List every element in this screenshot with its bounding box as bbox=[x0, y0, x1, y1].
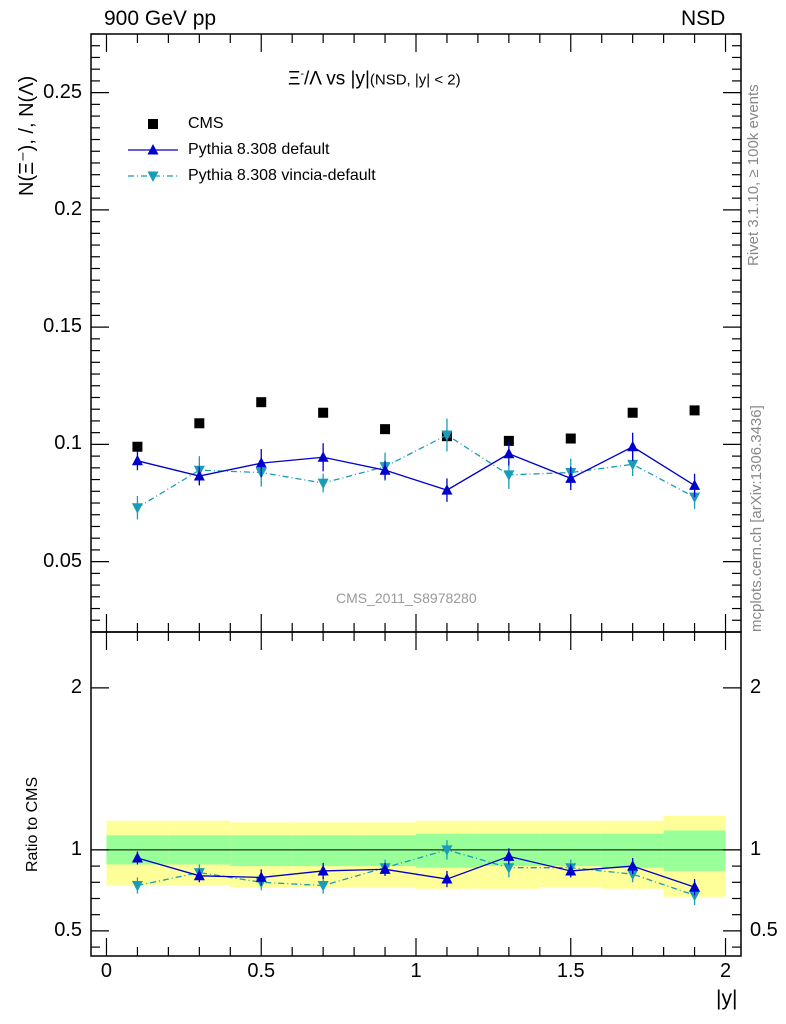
cms-point-3 bbox=[318, 407, 329, 418]
default-point-6 bbox=[503, 447, 515, 459]
legend-default-label: Pythia 8.308 default bbox=[188, 141, 330, 158]
xtick-label-3: 1.5 bbox=[556, 960, 585, 982]
plot-title: Ξ-/Λ vs |y|(NSD, |y| < 2) bbox=[288, 68, 461, 90]
cms-point-0 bbox=[132, 441, 143, 452]
default-point-5 bbox=[441, 484, 453, 495]
default-point-8 bbox=[627, 440, 639, 452]
band-inner-2 bbox=[230, 835, 293, 867]
ratio-default-point-6 bbox=[503, 850, 515, 861]
axis-ticks bbox=[91, 33, 741, 956]
vincia-point-9 bbox=[689, 492, 701, 504]
title-rest: /Λ vs |y| bbox=[304, 68, 370, 90]
default-point-0 bbox=[131, 454, 143, 466]
ratio-vincia-point-6 bbox=[503, 863, 515, 874]
ratio-default-point-9 bbox=[689, 881, 701, 892]
main-series-layer bbox=[131, 397, 701, 520]
energy-label: 900 GeV pp bbox=[104, 7, 217, 30]
analysis-id-label: CMS_2011_S8978280 bbox=[336, 590, 477, 606]
cms-point-8 bbox=[627, 407, 638, 418]
cms-point-6 bbox=[503, 435, 514, 446]
band-inner-3 bbox=[292, 835, 355, 867]
xtick-label-1: 0.5 bbox=[247, 960, 276, 982]
xtick-label-4: 2 bbox=[719, 960, 732, 982]
ratio-ytick-label-right-2: 2 bbox=[750, 675, 762, 698]
cms-point-1 bbox=[194, 418, 205, 429]
ratio-ytick-label-right-1: 1 bbox=[750, 837, 762, 860]
title-sub: (NSD, |y| < 2) bbox=[369, 71, 461, 89]
main-ytick-label-0: 0.05 bbox=[43, 549, 82, 572]
ratio-frame bbox=[90, 631, 742, 957]
default-point-9 bbox=[689, 479, 701, 490]
vincia-point-0 bbox=[131, 503, 143, 514]
legend-vincia-label: Pythia 8.308 vincia-default bbox=[188, 167, 376, 184]
ratio-ytick-label-left-1: 1 bbox=[70, 837, 82, 860]
ratio-ytick-label-right-0: 0.5 bbox=[750, 918, 778, 941]
legend-cms-label: CMS bbox=[188, 115, 224, 132]
legend-vincia-marker bbox=[147, 171, 159, 182]
vincia-point-6 bbox=[503, 470, 515, 481]
ratio-vincia-point-3 bbox=[317, 881, 329, 892]
ratio-vincia-line bbox=[137, 849, 695, 896]
vincia-point-8 bbox=[627, 459, 639, 471]
title-xi: Ξ bbox=[288, 68, 301, 90]
ratio-ytick-label-left-0: 0.5 bbox=[54, 918, 82, 941]
vincia-point-3 bbox=[317, 478, 329, 490]
main-ytick-label-4: 0.25 bbox=[43, 80, 82, 103]
ratio-uncertainty-bands bbox=[106, 815, 726, 897]
ratio-default-point-1 bbox=[193, 869, 205, 881]
default-point-7 bbox=[565, 472, 577, 483]
main-y-axis-label: N(Ξ⁻), /, N(Λ) bbox=[16, 75, 38, 196]
cms-point-9 bbox=[689, 405, 700, 416]
default-point-4 bbox=[379, 464, 391, 475]
ratio-y-axis-label: Ratio to CMS bbox=[24, 776, 41, 872]
x-axis-label: |y| bbox=[716, 987, 738, 1010]
default-line bbox=[137, 445, 695, 491]
mcplots-label: mcplots.cern.ch [arXiv:1306.3436] bbox=[748, 405, 765, 632]
ratio-default-point-7 bbox=[565, 864, 577, 876]
default-point-1 bbox=[193, 470, 205, 481]
band-inner-9 bbox=[663, 830, 726, 871]
ratio-default-point-0 bbox=[131, 851, 143, 863]
main-ytick-label-3: 0.2 bbox=[54, 197, 82, 220]
default-point-2 bbox=[255, 457, 267, 468]
ratio-vincia-point-5 bbox=[441, 845, 453, 856]
default-point-3 bbox=[317, 451, 329, 462]
cms-point-2 bbox=[256, 397, 267, 408]
ratio-default-point-2 bbox=[255, 871, 267, 882]
legend-default-marker bbox=[147, 144, 159, 155]
ratio-default-point-5 bbox=[441, 873, 453, 884]
xtick-label-0: 0 bbox=[100, 960, 113, 982]
main-ytick-label-2: 0.15 bbox=[43, 315, 82, 338]
xtick-label-2: 1 bbox=[410, 960, 422, 982]
ratio-vincia-point-0 bbox=[131, 881, 143, 892]
process-label: NSD bbox=[681, 7, 726, 30]
rivet-version-label: Rivet 3.1.10, ≥ 100k events bbox=[745, 84, 762, 266]
legend-markers bbox=[128, 119, 178, 182]
ratio-default-point-4 bbox=[379, 863, 391, 874]
ratio-default-line bbox=[137, 855, 695, 888]
cms-point-4 bbox=[380, 424, 391, 435]
title-xi-charge: - bbox=[300, 68, 305, 80]
cms-point-7 bbox=[565, 433, 576, 444]
ratio-series-layer bbox=[131, 840, 701, 905]
ratio-vincia-point-9 bbox=[689, 890, 701, 902]
vincia-point-5 bbox=[441, 430, 453, 442]
main-ytick-label-1: 0.1 bbox=[54, 432, 82, 455]
legend-cms-marker bbox=[148, 119, 158, 129]
ratio-ytick-label-left-2: 2 bbox=[70, 675, 82, 698]
vincia-line bbox=[137, 434, 695, 509]
ratio-default-point-8 bbox=[627, 860, 639, 871]
ratio-default-point-3 bbox=[317, 864, 329, 876]
ratio-vincia-point-8 bbox=[627, 869, 639, 881]
